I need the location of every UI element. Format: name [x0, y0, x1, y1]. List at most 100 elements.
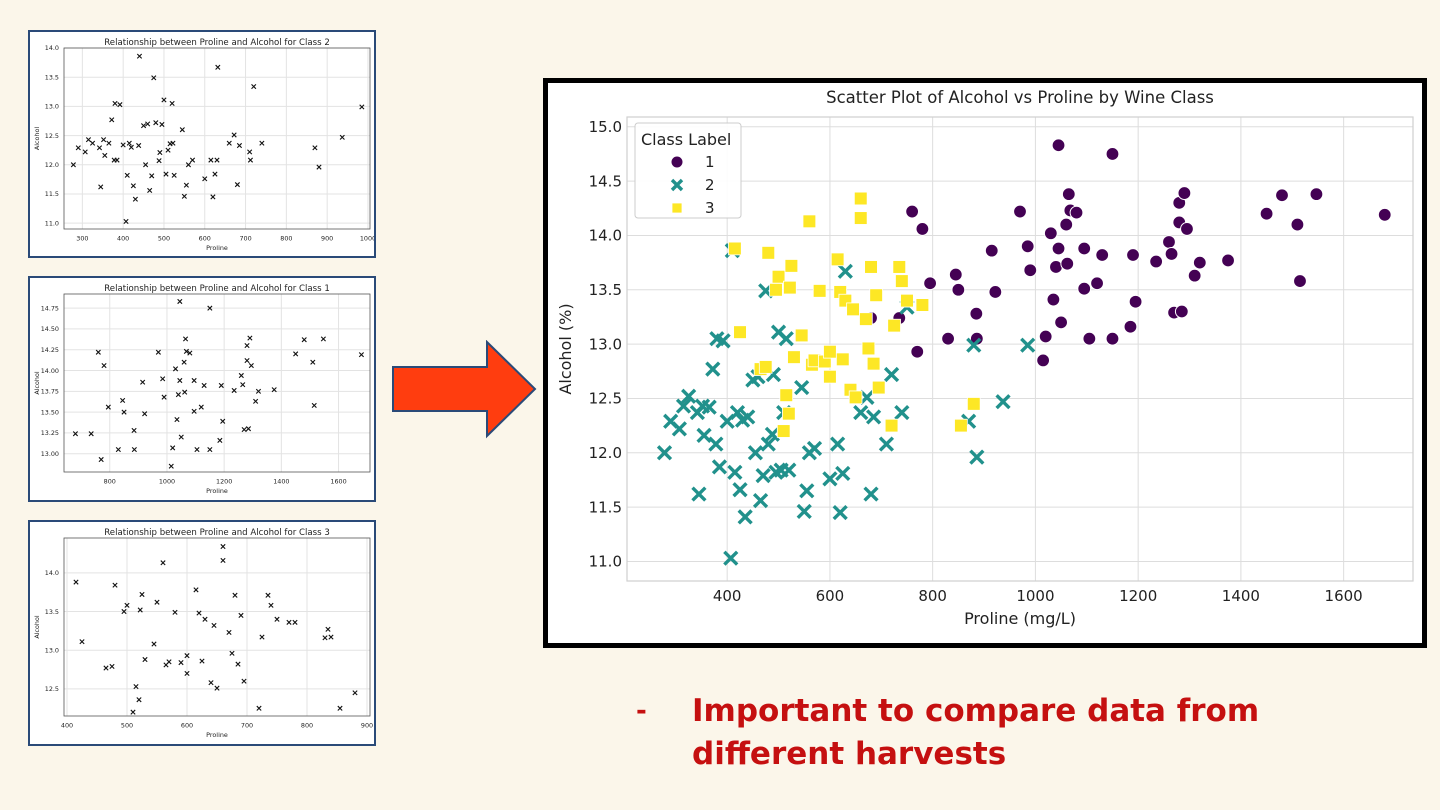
data-point [1126, 248, 1140, 262]
data-point [215, 64, 221, 70]
data-point [121, 608, 127, 615]
data-point [696, 427, 712, 443]
data-point [112, 100, 118, 107]
data-point [208, 680, 214, 686]
data-point [241, 426, 247, 433]
y-tick-label: 14.25 [41, 346, 59, 354]
data-point [247, 157, 254, 163]
x-tick-label: 600 [816, 587, 845, 605]
data-point [708, 436, 724, 452]
data-point [172, 366, 179, 372]
y-tick-label: 12.0 [589, 444, 622, 462]
bullet-dash: - [636, 696, 647, 726]
data-point [181, 193, 187, 199]
data-point [832, 504, 848, 521]
data-point [226, 629, 232, 636]
data-point [794, 328, 809, 343]
data-point [884, 418, 899, 433]
thumb-class1: 800 1000 1200 1400 1600 13.00 13.25 13.50 13.75 1… [28, 276, 376, 502]
data-point [995, 394, 1011, 410]
data-point [114, 157, 120, 163]
x-tick-label: 1200 [216, 477, 232, 485]
data-point [701, 399, 717, 415]
data-point [124, 602, 130, 608]
data-point [941, 331, 955, 346]
data-point [310, 359, 316, 365]
data-point [1020, 239, 1035, 254]
data-point [954, 418, 968, 433]
x-tick-label: 300 [76, 234, 88, 242]
x-tick-label: 1600 [1325, 587, 1363, 605]
data-point [1043, 226, 1058, 241]
x-tick-label: 800 [104, 477, 116, 485]
data-point [1054, 315, 1068, 330]
data-point [1309, 187, 1324, 202]
data-point [984, 243, 999, 258]
data-point [761, 246, 776, 260]
chart-class1: 800 1000 1200 1400 1600 13.00 13.25 13.50 13.75 1… [33, 284, 371, 495]
x-axis-label: Proline [206, 731, 228, 739]
data-point [248, 362, 254, 369]
data-point [1020, 337, 1036, 353]
y-tick-label: 11.0 [45, 219, 59, 227]
data-point [1174, 304, 1189, 319]
data-point [1293, 274, 1307, 288]
data-point [274, 616, 280, 622]
data-point [691, 486, 707, 502]
data-point [1259, 206, 1274, 221]
data-point [1149, 254, 1164, 269]
data-point [969, 449, 985, 465]
arrow-shape [392, 340, 537, 439]
data-point [191, 377, 197, 384]
y-axis-label: Alcohol [33, 615, 41, 639]
data-point [1105, 147, 1120, 161]
data-point [184, 670, 190, 677]
data-point [196, 610, 202, 616]
data-point [322, 635, 328, 641]
data-point [1275, 188, 1289, 203]
plot-frame [63, 293, 371, 473]
data-point [194, 446, 200, 453]
data-point [159, 121, 165, 128]
thumb-class2: 300 400 500 600 700 800 900 1000 11.0 11.5 12.0 12.… [28, 30, 376, 258]
data-point [140, 379, 146, 385]
data-point [202, 176, 208, 182]
data-point [1036, 353, 1051, 368]
data-point [85, 137, 92, 143]
data-point [73, 579, 79, 585]
legend-label: 3 [705, 199, 715, 217]
x-tick-label: 1200 [1119, 587, 1157, 605]
data-point [199, 658, 205, 664]
data-point [339, 134, 345, 140]
data-point [181, 359, 187, 365]
chart-title: Relationship between Proline and Alcohol… [104, 528, 330, 538]
chart-class3: 400 500 600 700 800 900 12.5 13.0 13.5 14.0 Relati… [33, 528, 373, 739]
data-point [198, 404, 204, 410]
data-point [1105, 331, 1120, 346]
data-point [358, 352, 365, 358]
x-tick-label: 700 [239, 234, 251, 242]
data-point [161, 394, 167, 400]
data-point [1046, 292, 1061, 307]
data-point [136, 697, 142, 703]
data-point [175, 392, 181, 398]
data-point [234, 182, 240, 188]
data-point [235, 661, 241, 667]
data-point [861, 341, 876, 356]
data-point [1162, 235, 1176, 249]
data-point [253, 398, 259, 404]
data-point [802, 214, 817, 229]
data-point [865, 409, 882, 425]
plot-frame [626, 116, 1414, 582]
data-point [240, 382, 246, 388]
data-point [189, 157, 196, 163]
data-point [830, 252, 845, 267]
data-point [895, 274, 909, 288]
y-axis-label: Alcohol [33, 371, 41, 395]
bullet-line-1: Important to compare data from [692, 693, 1260, 729]
data-point [132, 196, 138, 202]
data-point [191, 408, 197, 414]
data-point [136, 142, 142, 149]
plot-frame [63, 47, 371, 230]
data-point [915, 222, 930, 236]
